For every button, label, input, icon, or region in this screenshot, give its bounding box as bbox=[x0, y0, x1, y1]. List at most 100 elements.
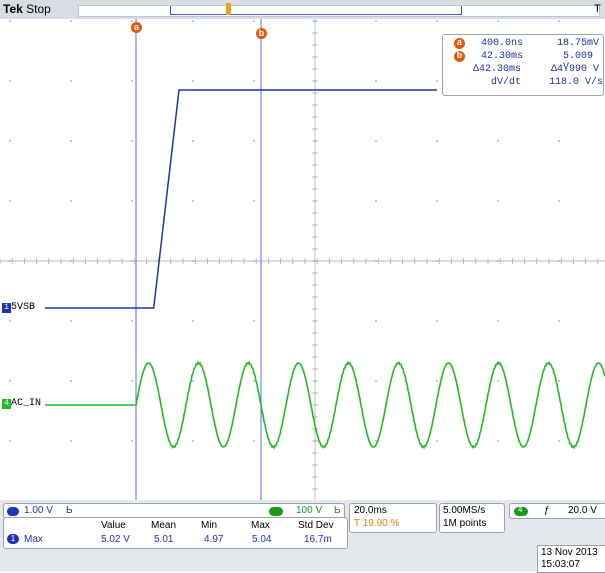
grid-dot bbox=[9, 200, 11, 202]
grid-dot bbox=[70, 200, 72, 202]
grid-dot bbox=[375, 200, 377, 202]
grid-dot bbox=[9, 440, 11, 442]
meas-stddev: 16.7m bbox=[304, 534, 332, 545]
grid-dot bbox=[497, 440, 499, 442]
trigger-position-value: 19.90 % bbox=[362, 518, 400, 529]
grid-dot bbox=[70, 440, 72, 442]
trigger-slope-icon: ƒ bbox=[544, 505, 550, 516]
ch1-indicator bbox=[7, 507, 19, 516]
cursor-a-value: 18.75mV bbox=[557, 38, 600, 49]
grid-dot bbox=[497, 20, 499, 22]
ch1-scale: 1.00 V bbox=[24, 505, 53, 516]
grid-dot bbox=[253, 380, 255, 382]
grid-dot bbox=[375, 380, 377, 382]
grid-dot bbox=[436, 320, 438, 322]
grid-dot bbox=[192, 80, 194, 82]
measurement-table: Value Mean Min Max Std Dev 1 Max 5.02 V … bbox=[3, 517, 348, 549]
brand-label: Tek bbox=[3, 2, 23, 16]
acquisition-status: Stop bbox=[26, 2, 51, 16]
cursor-b-value: 5.009 V bbox=[563, 51, 594, 73]
grid-dot bbox=[192, 140, 194, 142]
cursor-slope-value: 118.0 V/s bbox=[549, 77, 604, 88]
meas-header-max: Max bbox=[251, 520, 270, 531]
grid-dot bbox=[253, 20, 255, 22]
date-time-box: 13 Nov 2013 15:03:07 bbox=[537, 545, 605, 573]
meas-value: 5.02 V bbox=[101, 534, 130, 545]
graticule bbox=[0, 19, 605, 500]
record-window-indicator[interactable] bbox=[170, 6, 462, 15]
cursor-row-a: a 400.0ns 18.75mV bbox=[443, 38, 603, 50]
grid-dot bbox=[9, 140, 11, 142]
grid-dot bbox=[436, 380, 438, 382]
grid-dot bbox=[375, 320, 377, 322]
ac-in-waveform bbox=[45, 360, 605, 450]
trigger-level: 20.0 V bbox=[568, 505, 597, 516]
meas-name: Max bbox=[24, 534, 43, 545]
grid-dot bbox=[253, 80, 255, 82]
waveform-display[interactable] bbox=[0, 19, 605, 500]
trigger-t-marker: T bbox=[594, 3, 601, 15]
grid-dot bbox=[131, 320, 133, 322]
cursor-a-badge[interactable]: a bbox=[131, 21, 142, 33]
grid-dot bbox=[436, 80, 438, 82]
grid-dot bbox=[497, 320, 499, 322]
grid-dot bbox=[436, 140, 438, 142]
sample-rate: 5.00MS/s bbox=[443, 505, 486, 516]
meas-header-stddev: Std Dev bbox=[298, 520, 334, 531]
grid-dot bbox=[253, 140, 255, 142]
ch4-scale: 100 V bbox=[296, 505, 323, 516]
cursor-row-a-badge: a bbox=[454, 38, 465, 49]
meas-max: 5.04 bbox=[252, 534, 272, 545]
cursor-row-delta: Δ42.30ms Δ4.990 V bbox=[443, 64, 603, 76]
grid-dot bbox=[131, 20, 133, 22]
timebase-panel[interactable]: 20.0ms T 19.90 % bbox=[349, 503, 437, 533]
trigger-source: 4 bbox=[518, 505, 523, 514]
grid-dot bbox=[131, 380, 133, 382]
brand-status: Tek Stop bbox=[3, 2, 51, 16]
cursor-b-time: 42.30ms bbox=[481, 51, 524, 62]
grid-dot bbox=[192, 20, 194, 22]
ch4-label: AC_IN bbox=[11, 398, 42, 409]
trigger-position: T 19.90 % bbox=[354, 518, 400, 529]
ch1-number: 1 bbox=[2, 303, 11, 313]
grid-dot bbox=[192, 440, 194, 442]
meas-header-value: Value bbox=[101, 520, 126, 531]
grid-dot bbox=[558, 440, 560, 442]
grid-dot bbox=[70, 380, 72, 382]
meas-header-min: Min bbox=[201, 520, 218, 531]
cursor-row-b-badge: b bbox=[454, 51, 465, 62]
grid-dot bbox=[497, 200, 499, 202]
cursor-delta-value: Δ4.990 V bbox=[551, 64, 600, 75]
date: 13 Nov 2013 bbox=[541, 547, 598, 558]
grid-dot bbox=[375, 440, 377, 442]
grid-dot bbox=[558, 320, 560, 322]
grid-dot bbox=[497, 380, 499, 382]
time: 15:03:07 bbox=[541, 559, 580, 570]
grid-dot bbox=[436, 440, 438, 442]
acquisition-panel[interactable]: 5.00MS/s 1M points bbox=[439, 503, 505, 533]
cursor-row-slope: dV/dt 118.0 V/s bbox=[443, 77, 603, 89]
cursor-readout: a 400.0ns 18.75mV b 42.30ms 5.009 V Δ42.… bbox=[442, 34, 604, 96]
cursor-slope-label: dV/dt bbox=[491, 77, 522, 88]
grid-dot bbox=[9, 320, 11, 322]
meas-mean: 5.01 bbox=[154, 534, 174, 545]
trigger-panel[interactable]: 4 ƒ 20.0 V bbox=[509, 503, 605, 519]
meas-header-mean: Mean bbox=[151, 520, 177, 531]
record-trigger-mark bbox=[226, 3, 231, 15]
cursor-row-b: b 42.30ms 5.009 V bbox=[443, 51, 603, 73]
grid-dot bbox=[436, 200, 438, 202]
grid-dot bbox=[131, 200, 133, 202]
grid-dot bbox=[253, 440, 255, 442]
grid-dot bbox=[70, 320, 72, 322]
cursor-a-time: 400.0ns bbox=[481, 38, 524, 49]
cursor-b-badge[interactable]: b bbox=[256, 27, 267, 39]
cursor-b-badge-label: b bbox=[256, 28, 267, 39]
grid-dot bbox=[70, 20, 72, 22]
ch4-ground-marker[interactable]: 4 AC_IN bbox=[2, 398, 41, 409]
grid-dot bbox=[70, 80, 72, 82]
ch1-label: 5VSB bbox=[11, 302, 36, 313]
grid-dot bbox=[192, 380, 194, 382]
grid-dot bbox=[9, 380, 11, 382]
ch1-ground-marker[interactable]: 1 5VSB bbox=[2, 302, 35, 313]
grid-dot bbox=[375, 20, 377, 22]
